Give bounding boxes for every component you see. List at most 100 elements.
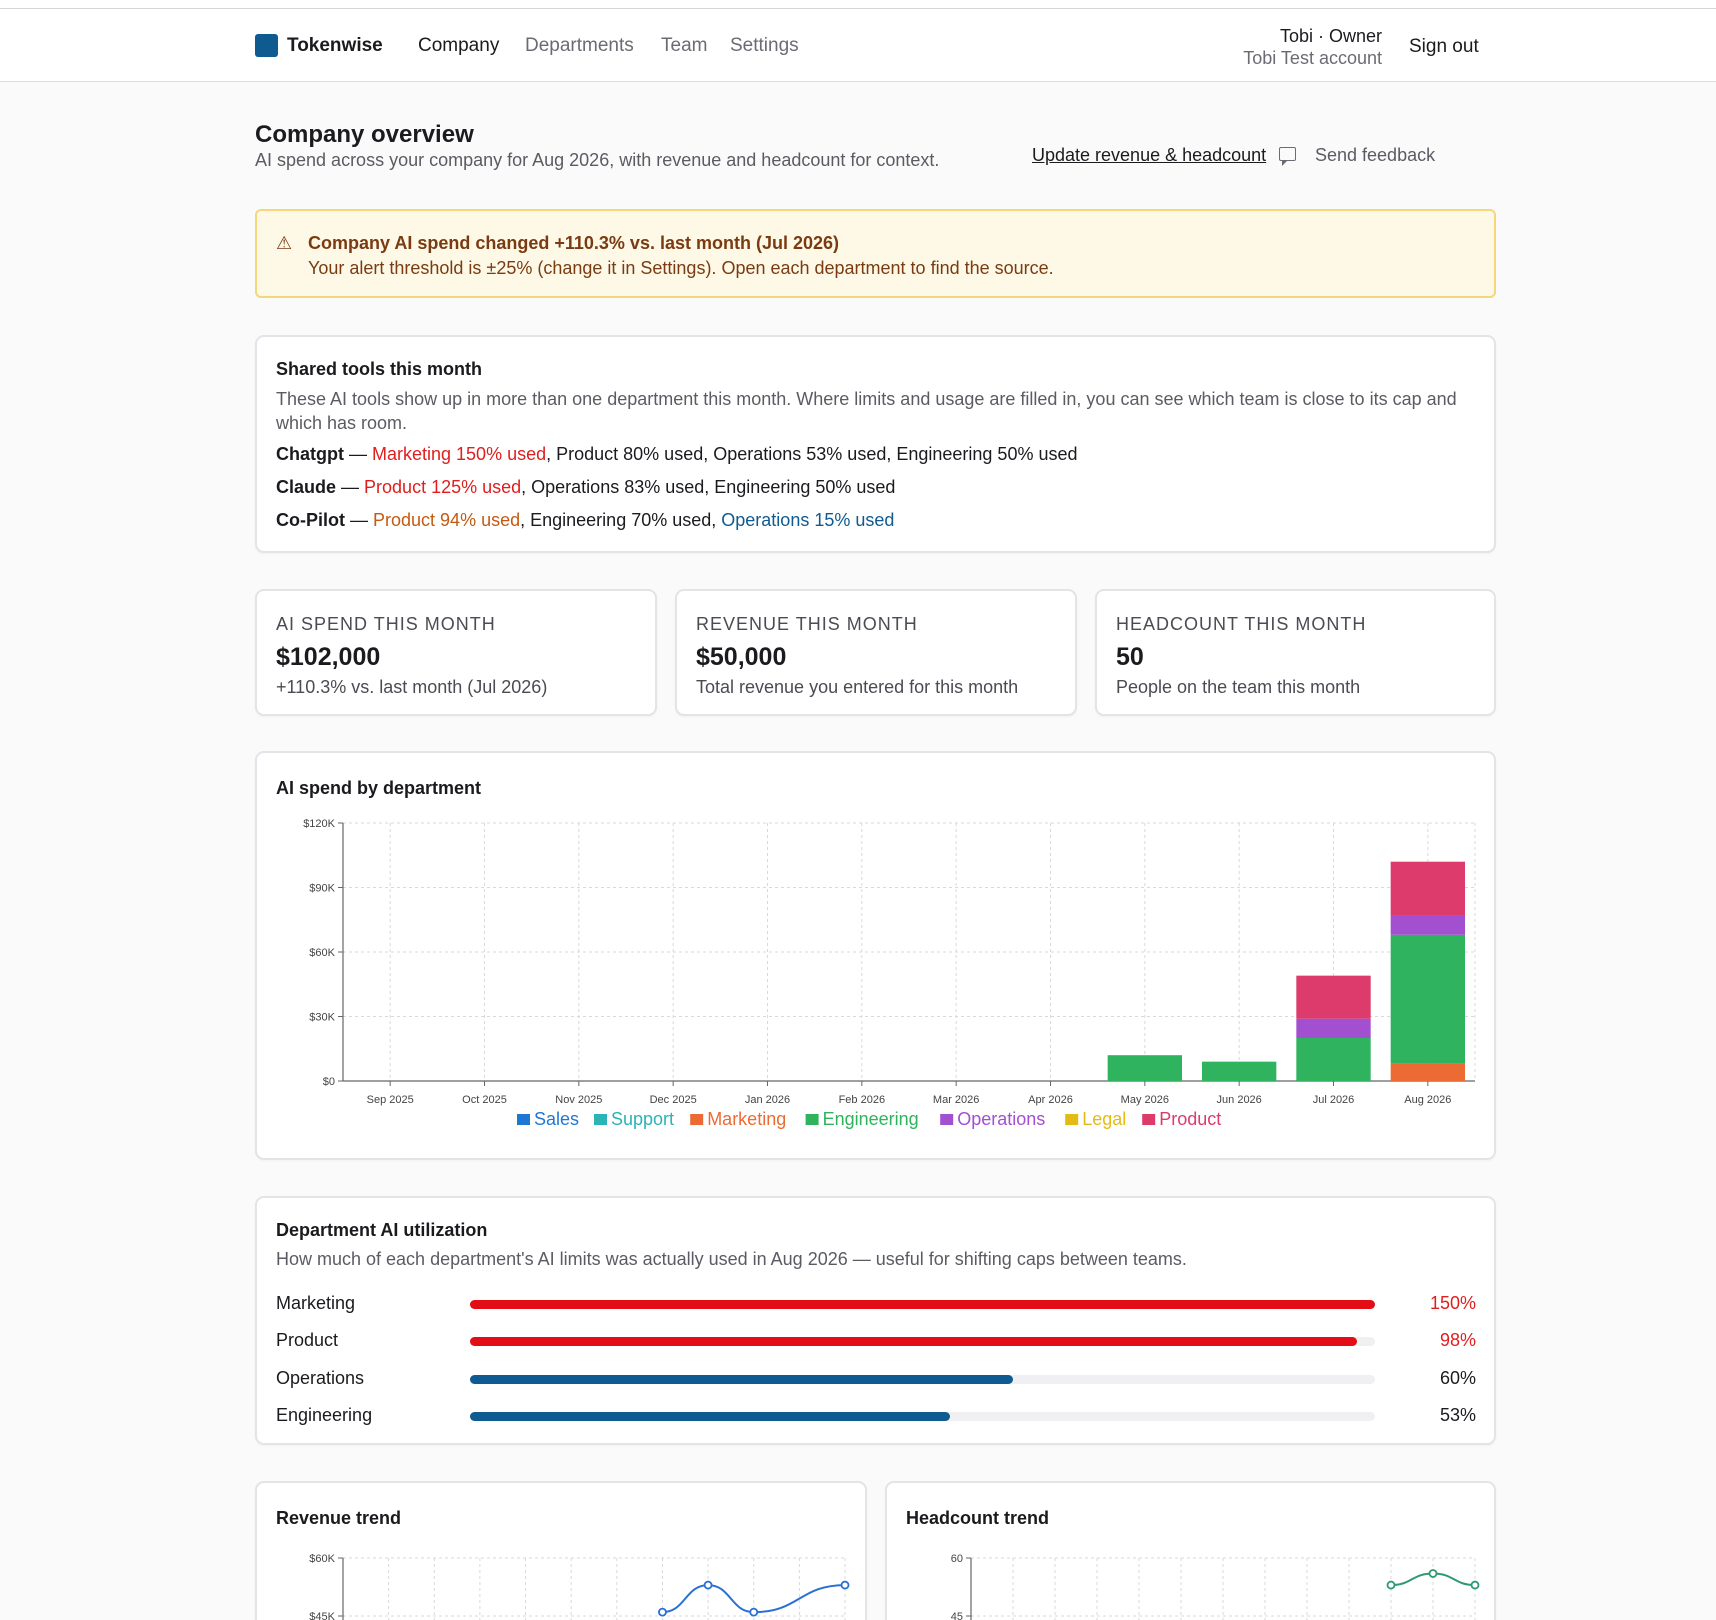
stat-value: $102,000 [276, 643, 381, 671]
shared-tool-name: Claude [276, 477, 337, 497]
nav-company[interactable]: Company [418, 35, 500, 56]
bar-segment-engineering [1390, 934, 1465, 1064]
warning-icon: ⚠ [276, 233, 293, 253]
brand-name[interactable]: Tokenwise [287, 35, 383, 56]
utilization-percent: 53% [1439, 1405, 1476, 1425]
legend-label: Marketing [707, 1109, 786, 1129]
x-tick-label: Jul 2026 [1313, 1094, 1355, 1106]
shared-tools-card: Shared tools this month These AI tools s… [255, 335, 1496, 553]
shared-tool-usage: Marketing 150% used [372, 444, 547, 464]
nav-settings[interactable]: Settings [730, 35, 799, 56]
utilization-title: Department AI utilization [276, 1220, 488, 1240]
x-tick-label: Mar 2026 [933, 1094, 979, 1106]
shared-tool-name: Co-Pilot [276, 510, 345, 530]
stat-sub: People on the team this month [1116, 677, 1361, 697]
utilization-description: How much of each department's AI limits … [276, 1249, 1187, 1269]
stat-label: AI SPEND THIS MONTH [276, 614, 496, 634]
utilization-label: Marketing [276, 1293, 356, 1313]
sign-out-button[interactable]: Sign out [1409, 36, 1479, 57]
stat-value: 50 [1116, 643, 1144, 671]
stat-value: $50,000 [696, 643, 787, 671]
x-tick-label: Apr 2026 [1028, 1094, 1073, 1106]
bar-segment-operations [1296, 1018, 1371, 1038]
bar-segment-engineering [1202, 1061, 1277, 1081]
user-name: Tobi · Owner [1279, 26, 1382, 46]
x-tick-label: Dec 2025 [650, 1094, 697, 1106]
send-feedback-button[interactable]: Send feedback [1279, 145, 1436, 166]
update-revenue-headcount-link[interactable]: Update revenue & headcount [1032, 145, 1267, 165]
x-tick-label: Aug 2026 [1404, 1094, 1451, 1106]
shared-tool-row: Chatgpt — Marketing 150% used, Product 8… [276, 444, 1078, 464]
shared-tools-description: These AI tools show up in more than one … [276, 389, 1457, 433]
x-tick-label: Jan 2026 [745, 1094, 790, 1106]
alert-text: Your alert threshold is ±25% (change it … [308, 258, 1054, 278]
shared-tool-row: Co-Pilot — Product 94% used, Engineering… [276, 510, 895, 530]
trend-point [658, 1607, 667, 1617]
y-tick-label: $60K [309, 1553, 335, 1565]
legend-swatch [517, 1114, 530, 1125]
utilization-bar-track [470, 1375, 1375, 1384]
trend-point [1470, 1580, 1480, 1590]
y-tick-label: 45 [951, 1611, 963, 1620]
x-tick-label: Jun 2026 [1217, 1094, 1262, 1106]
send-feedback-label: Send feedback [1315, 145, 1436, 165]
headcount-trend-card: Headcount trend 60 45 [885, 1481, 1496, 1620]
headcount-trend-chart: 60 45 [951, 1553, 1480, 1620]
utilization-bar-track [470, 1412, 1375, 1421]
legend-label: Product [1159, 1109, 1221, 1129]
legend-label: Sales [534, 1109, 579, 1129]
utilization-label: Operations [276, 1368, 365, 1388]
utilization-percent: 150% [1429, 1293, 1476, 1313]
shared-tool-usage: Engineering 50% used [896, 444, 1078, 464]
bar-segment-engineering [1107, 1055, 1182, 1081]
bar-segment-product [1296, 975, 1371, 1019]
spend-alert-banner: ⚠ Company AI spend changed +110.3% vs. l… [255, 209, 1496, 298]
stat-sub: +110.3% vs. last month (Jul 2026) [276, 677, 548, 697]
spend-chart-title: AI spend by department [276, 778, 482, 798]
legend-swatch [940, 1114, 954, 1125]
legend-swatch [1142, 1114, 1156, 1125]
x-tick-label: May 2026 [1121, 1094, 1169, 1106]
revenue-trend-chart: $60K $45K [309, 1553, 850, 1620]
legend-label: Support [611, 1109, 674, 1129]
utilization-bar-track [470, 1300, 1375, 1309]
shared-tool-usage: Operations 83% used [531, 477, 705, 497]
utilization-bar-fill [470, 1337, 1357, 1346]
shared-tool-usage: Operations 15% used [721, 510, 895, 530]
utilization-card: Department AI utilization How much of ea… [255, 1196, 1496, 1445]
bar-segment-engineering [1296, 1038, 1371, 1081]
spend-chart-card: AI spend by department $0 $30K $60K $90K $12… [255, 751, 1496, 1160]
headcount-trend-title: Headcount trend [906, 1508, 1050, 1528]
legend-swatch [690, 1114, 704, 1125]
trend-point [1428, 1569, 1438, 1578]
stat-label: REVENUE THIS MONTH [696, 614, 918, 634]
legend-label: Engineering [823, 1109, 919, 1129]
shared-tool-usage: Product 94% used [373, 510, 521, 530]
shared-tool-usage: Operations 53% used [713, 444, 887, 464]
utilization-bar-fill [470, 1412, 950, 1421]
bar-segment-product [1390, 861, 1465, 916]
nav-team[interactable]: Team [661, 35, 708, 56]
trend-line [662, 1584, 846, 1614]
utilization-bar-track [470, 1337, 1375, 1346]
shared-tool-usage: Engineering 70% used [530, 510, 712, 530]
spend-by-department-chart: $0 $30K $60K $90K $120K Sep 2025 Oct 2025 Nov 2… [303, 818, 1476, 1129]
y-tick-label: $30K [309, 1012, 335, 1024]
y-tick-label: $0 [323, 1076, 335, 1088]
shared-tool-usage: Product 80% used [556, 444, 704, 464]
trend-point [840, 1580, 850, 1590]
page-subtitle: AI spend across your company for Aug 202… [255, 150, 940, 170]
nav-departments[interactable]: Departments [525, 35, 634, 56]
stat-card-ai-spend: AI SPEND THIS MONTH $102,000 +110.3% vs.… [255, 589, 657, 716]
stat-sub: Total revenue you entered for this month [696, 677, 1019, 697]
shared-tool-usage: Engineering 50% used [714, 477, 896, 497]
trend-point [1386, 1580, 1396, 1590]
revenue-trend-card: Revenue trend $60K $45K [255, 1481, 867, 1620]
tokenwise-logo-icon[interactable] [255, 34, 278, 57]
stat-card-revenue: REVENUE THIS MONTH $50,000 Total revenue… [675, 589, 1077, 716]
stat-label: HEADCOUNT THIS MONTH [1116, 614, 1367, 634]
y-tick-label: $60K [309, 947, 335, 959]
y-tick-label: $120K [303, 818, 335, 830]
legend-swatch [1065, 1114, 1079, 1125]
y-tick-label: $45K [309, 1611, 335, 1620]
